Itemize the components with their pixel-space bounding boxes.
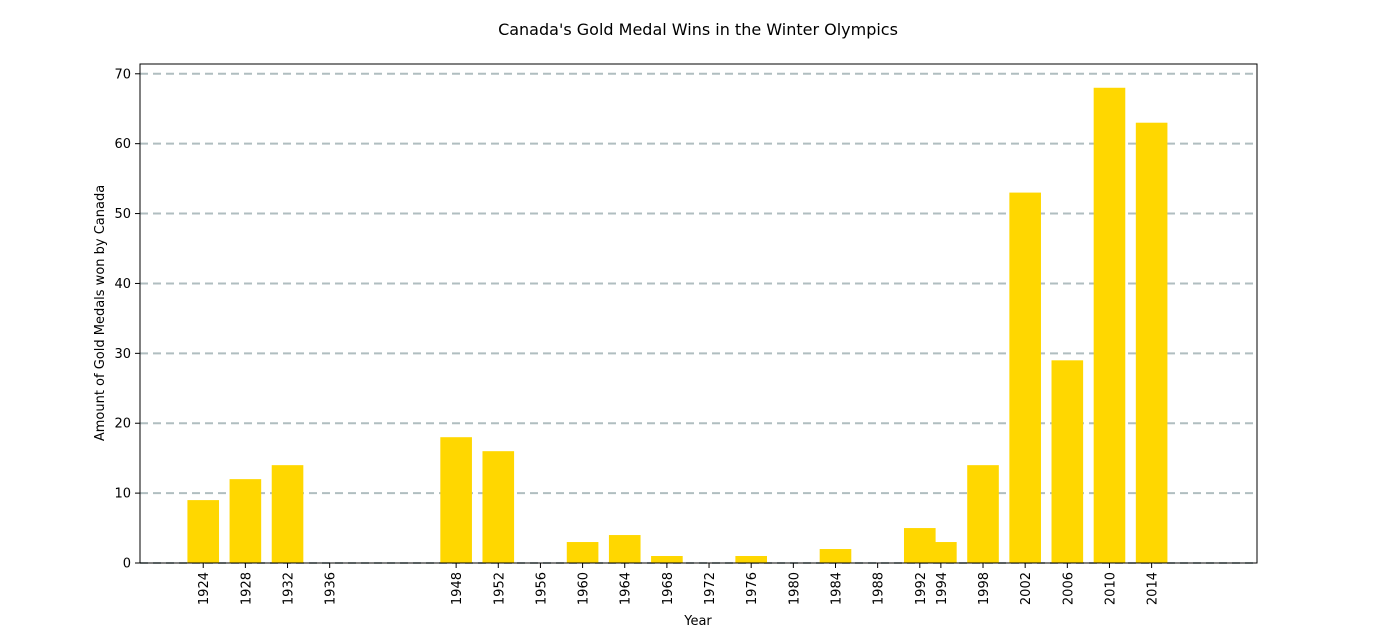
x-tick-label-1964: 1964 xyxy=(619,572,634,605)
bar-1964 xyxy=(608,535,641,563)
x-tick-label-1992: 1992 xyxy=(914,572,929,605)
x-tick-label-2002: 2002 xyxy=(1019,572,1034,605)
x-tick-label-1976: 1976 xyxy=(745,572,760,605)
x-tick-label-1960: 1960 xyxy=(577,572,592,605)
x-tick-label-1980: 1980 xyxy=(787,572,802,605)
y-tick-label-10: 10 xyxy=(114,487,131,502)
chart-title: Canada's Gold Medal Wins in the Winter O… xyxy=(498,20,898,39)
x-tick-label-2014: 2014 xyxy=(1146,572,1161,605)
x-tick-label-1968: 1968 xyxy=(661,572,676,605)
bar-2002 xyxy=(1009,192,1041,563)
y-tick-label-40: 40 xyxy=(114,277,131,292)
x-tick-label-1972: 1972 xyxy=(703,572,718,605)
x-tick-label-1932: 1932 xyxy=(282,572,297,605)
bar-1976 xyxy=(735,556,767,563)
bar-1932 xyxy=(271,465,304,563)
x-tick-label-2006: 2006 xyxy=(1061,572,1076,605)
x-tick-label-1928: 1928 xyxy=(239,572,254,605)
x-tick-label-2010: 2010 xyxy=(1103,572,1118,605)
x-tick-label-1984: 1984 xyxy=(829,572,844,605)
bar-1984 xyxy=(819,549,852,563)
bar-1994 xyxy=(925,542,957,563)
bar-2006 xyxy=(1051,360,1084,563)
y-tick-label-0: 0 xyxy=(123,557,131,572)
bar-1948 xyxy=(440,437,472,563)
y-tick-label-20: 20 xyxy=(114,417,131,432)
x-tick-label-1936: 1936 xyxy=(324,572,339,605)
bar-1952 xyxy=(482,451,515,563)
x-axis: 1924 1928 1932 1936 1948 1952 1956 1960 1964 1968… xyxy=(197,563,1161,605)
y-axis: 0 10 20 30 40 50 60 70 xyxy=(114,67,140,572)
bar-2010 xyxy=(1093,87,1126,563)
x-tick-label-1988: 1988 xyxy=(872,572,887,605)
y-axis-label: Amount of Gold Medals won by Canada xyxy=(93,185,108,441)
x-tick-label-1952: 1952 xyxy=(492,572,507,605)
x-tick-label-1998: 1998 xyxy=(977,572,992,605)
x-tick-label-1994: 1994 xyxy=(935,572,950,605)
bars xyxy=(187,87,1168,564)
x-tick-label-1948: 1948 xyxy=(450,572,465,605)
bar-1998 xyxy=(967,465,999,563)
y-tick-label-60: 60 xyxy=(114,137,131,152)
gridlines xyxy=(140,72,1257,564)
bar-1928 xyxy=(229,479,262,563)
plot-area-frame xyxy=(139,63,1258,564)
bar-1968 xyxy=(651,556,683,563)
bar-1960 xyxy=(566,542,599,563)
y-tick-label-30: 30 xyxy=(114,347,131,362)
y-tick-label-50: 50 xyxy=(114,207,131,222)
bar-2014 xyxy=(1135,122,1168,564)
y-tick-label-70: 70 xyxy=(114,67,131,82)
x-tick-label-1956: 1956 xyxy=(534,572,549,605)
x-axis-label: Year xyxy=(683,614,712,626)
x-tick-label-1924: 1924 xyxy=(197,572,212,605)
bar-1924 xyxy=(187,500,220,563)
